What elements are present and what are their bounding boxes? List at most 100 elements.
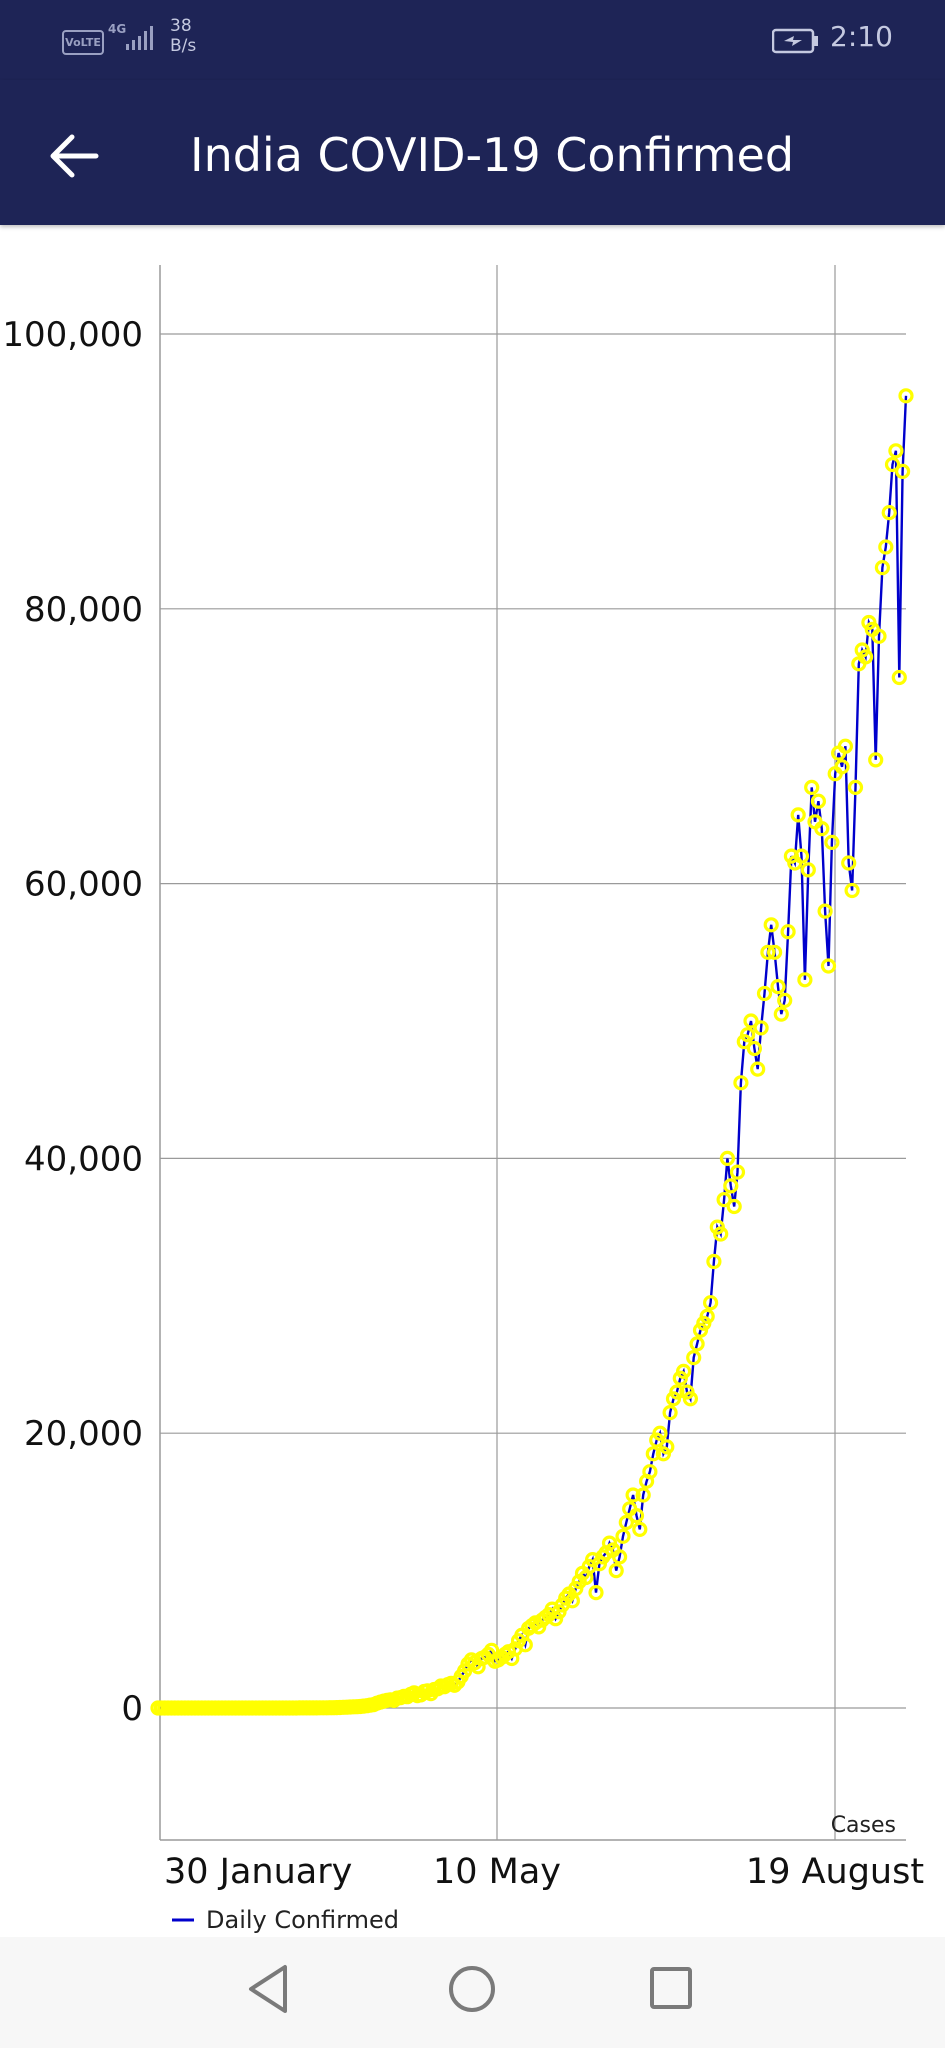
data-point: [793, 848, 810, 864]
legend-label: Daily Confirmed: [206, 1906, 399, 1934]
y-tick-label: 100,000: [2, 315, 143, 355]
data-point: [857, 649, 874, 665]
data-point: [689, 1336, 705, 1352]
data-point: [868, 752, 884, 768]
data-point: [746, 1040, 763, 1057]
data-point: [615, 1528, 631, 1544]
data-point: [618, 1514, 634, 1531]
y-tick-label: 60,000: [24, 865, 143, 905]
data-point: [777, 992, 793, 1009]
data-point: [756, 985, 773, 1002]
axes: [159, 265, 906, 1841]
battery-charging-icon: [772, 28, 818, 54]
data-point: [780, 924, 796, 940]
home-circle-icon: [449, 1966, 495, 2012]
signal-icon: [126, 26, 153, 50]
data-point: [753, 1020, 769, 1036]
data-point: [824, 834, 840, 851]
data-point: [682, 1391, 699, 1407]
data-point: [814, 820, 830, 837]
data-point: [645, 1446, 661, 1462]
data-point: [706, 1253, 722, 1270]
data-point: [608, 1562, 624, 1579]
data-point: [750, 1061, 766, 1077]
data-point: [699, 1308, 715, 1325]
data-point: [884, 456, 901, 473]
nav-recents-button[interactable]: [637, 1959, 707, 2019]
x-tick-labels: 30 January 10 May 19 August: [164, 1852, 924, 1892]
data-point: [743, 1013, 759, 1029]
data-point: [470, 1659, 486, 1675]
series-line: [158, 395, 908, 1710]
data-point: [820, 958, 837, 974]
data-point: [625, 1487, 641, 1503]
nav-back-button[interactable]: [233, 1959, 303, 2019]
data-point: [632, 1521, 648, 1538]
x-tick-label: 10 May: [433, 1852, 561, 1892]
arrow-left-icon: [50, 134, 99, 178]
clock: 2:10: [830, 20, 893, 53]
data-point: [804, 779, 820, 796]
legend: Daily Confirmed: [172, 1906, 399, 1934]
data-point: [726, 1198, 742, 1215]
data-point: [642, 1464, 658, 1480]
data-point: [881, 505, 897, 521]
status-bar: VoLTE 4G 38 B/s 2:10: [0, 0, 945, 80]
chart-area: 0 20,000 40,000 60,000 80,000 100,000 30 Janu…: [0, 225, 945, 1937]
data-point: [611, 1549, 628, 1565]
data-point: [588, 1584, 604, 1601]
data-point: [837, 738, 854, 754]
data-point: [662, 1404, 678, 1421]
data-point: [652, 1425, 668, 1441]
y-tick-labels: 0 20,000 40,000 60,000 80,000 100,000: [2, 315, 143, 1729]
data-point: [898, 388, 914, 404]
volte-icon: VoLTE: [62, 30, 104, 55]
data-point: [834, 759, 850, 775]
network-type: 4G: [108, 22, 127, 36]
data-point: [702, 1295, 719, 1311]
data-point: [766, 944, 783, 960]
data-point: [800, 862, 816, 878]
back-triangle-icon: [249, 1965, 287, 2013]
nav-home-button[interactable]: [437, 1959, 507, 2019]
data-point: [790, 807, 806, 823]
data-rate-value: 38: [170, 16, 192, 36]
data-point: [733, 1075, 749, 1091]
unit-label: Cases: [831, 1813, 896, 1838]
recents-square-icon: [650, 1967, 692, 2009]
y-tick-label: 40,000: [24, 1139, 143, 1179]
data-point: [729, 1164, 746, 1180]
data-point: [770, 978, 786, 995]
data-point: [888, 443, 904, 459]
data-rate-unit: B/s: [170, 36, 197, 56]
back-button[interactable]: [40, 124, 112, 188]
page-title: India COVID-19 Confirmed: [190, 128, 795, 182]
grid: [160, 265, 906, 1840]
x-tick-label: 19 August: [746, 1852, 924, 1892]
data-point: [659, 1439, 675, 1455]
y-tick-label: 0: [121, 1689, 143, 1729]
data-point: [810, 793, 827, 809]
data-point: [739, 1027, 756, 1043]
data-point: [675, 1363, 692, 1380]
data-point: [874, 560, 891, 576]
data-point: [841, 855, 857, 871]
line-chart[interactable]: 0 20,000 40,000 60,000 80,000 100,000 30 Janu…: [0, 225, 945, 1937]
data-point: [719, 1150, 736, 1167]
navigation-bar: [0, 1937, 945, 2048]
data-point: [871, 628, 887, 644]
data-point: [628, 1507, 645, 1524]
data-point: [723, 1178, 739, 1194]
x-tick-label: 30 January: [164, 1852, 352, 1892]
data-point: [844, 882, 860, 899]
data-point: [760, 944, 776, 960]
data-point: [686, 1349, 702, 1366]
app-bar: India COVID-19 Confirmed: [0, 80, 945, 225]
data-point: [847, 779, 864, 796]
series-daily-confirmed: [150, 388, 914, 1716]
data-point: [878, 539, 894, 555]
data-point: [894, 463, 911, 479]
data-point: [716, 1191, 732, 1208]
data-point: [773, 1006, 789, 1022]
data-point: [635, 1487, 651, 1503]
